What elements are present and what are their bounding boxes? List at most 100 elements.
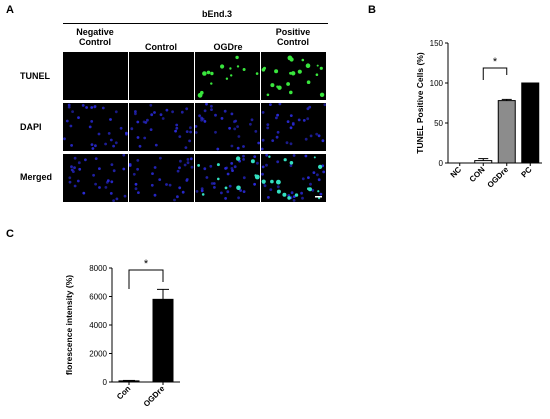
nucleus-dot [92, 173, 95, 177]
nucleus-dot [210, 104, 213, 108]
tunel-dot [242, 68, 246, 71]
nucleus-dot [242, 154, 245, 158]
nucleus-dot [123, 194, 127, 198]
nucleus-dot [105, 181, 109, 184]
nucleus-dot [112, 199, 115, 202]
micrograph-dapi-control [129, 103, 194, 151]
column-header-ogdre: OGDre [213, 42, 243, 52]
nucleus-dot [78, 167, 82, 171]
column-header-negative-control: Negative Control [76, 27, 114, 47]
nucleus-dot [200, 189, 204, 193]
bar-ogdre [152, 298, 174, 383]
tunel-dot [317, 190, 320, 193]
nucleus-dot [269, 103, 272, 106]
tunel-dot [305, 63, 311, 68]
tunel-dot [235, 156, 241, 161]
micrograph-tunel-ogdre [195, 52, 260, 100]
nucleus-dot [146, 118, 149, 122]
tunel-dot [318, 164, 323, 169]
nucleus-dot [317, 178, 321, 182]
tunel-dot [297, 69, 302, 74]
nucleus-dot [261, 165, 265, 169]
tunel-dot [286, 82, 290, 86]
nucleus-dot [134, 187, 138, 191]
column-header-control: Control [145, 42, 177, 52]
nucleus-dot [214, 130, 217, 134]
y-tick-label: 150 [430, 39, 444, 48]
tunel-dot [276, 179, 281, 185]
nucleus-dot [125, 132, 128, 136]
nucleus-dot [142, 120, 146, 124]
nucleus-dot [136, 167, 139, 171]
nucleus-dot [183, 163, 187, 167]
nucleus-dot [285, 141, 289, 145]
y-tick-label: 6000 [89, 293, 107, 302]
nucleus-dot [265, 154, 269, 157]
panel-b-letter: B [368, 4, 376, 16]
y-tick-label: 8000 [89, 264, 107, 273]
micrograph-tunel-control [129, 52, 194, 100]
nucleus-dot [104, 186, 108, 189]
tunel-dot [282, 192, 287, 197]
tunel-dot [319, 92, 325, 97]
y-tick-label: 100 [430, 79, 444, 88]
nucleus-dot [94, 182, 97, 186]
nucleus-dot [132, 172, 136, 176]
nucleus-dot [189, 126, 192, 130]
nucleus-dot [228, 184, 232, 188]
nucleus-dot [104, 142, 107, 146]
nucleus-dot [242, 145, 245, 148]
y-tick-label: 0 [439, 159, 444, 168]
nucleus-dot [289, 164, 293, 167]
nucleus-dot [73, 184, 77, 188]
nucleus-dot [81, 104, 85, 107]
nucleus-dot [134, 182, 138, 186]
nucleus-dot [161, 117, 165, 120]
nucleus-dot [216, 147, 220, 151]
nucleus-dot [178, 166, 181, 170]
nucleus-dot [319, 192, 323, 196]
nucleus-dot [174, 129, 177, 133]
nucleus-dot [292, 199, 296, 202]
y-tick-label: 50 [434, 119, 443, 128]
nucleus-dot [67, 103, 71, 107]
cell-line-label: bEnd.3 [202, 9, 233, 19]
nucleus-dot [150, 183, 154, 187]
nucleus-dot [289, 114, 293, 117]
nucleus-dot [230, 144, 234, 148]
tunel-dot [197, 164, 200, 167]
nucleus-dot [304, 154, 308, 158]
nucleus-dot [90, 120, 94, 123]
nucleus-dot [136, 159, 140, 162]
nucleus-dot [220, 117, 224, 120]
nucleus-dot [267, 196, 270, 199]
y-tick-label: 2000 [89, 350, 107, 359]
tunel-dot [261, 68, 266, 72]
nucleus-dot [263, 184, 267, 188]
nucleus-dot [154, 143, 158, 147]
nucleus-dot [134, 110, 137, 113]
micrograph-dapi-positive-control [261, 103, 326, 151]
significance-marker: * [493, 56, 498, 68]
nucleus-dot [321, 139, 325, 143]
tunel-dot [301, 58, 305, 62]
nucleus-dot [186, 158, 190, 161]
column-header-positive-control: Positive Control [275, 27, 311, 47]
nucleus-dot [137, 191, 140, 194]
nucleus-dot [210, 182, 214, 185]
nucleus-dot [73, 156, 77, 160]
nucleus-dot [242, 190, 246, 193]
nucleus-dot [171, 110, 174, 114]
nucleus-dot [276, 160, 280, 164]
microscopy-figure: bEnd.3 Negative Control Control OGDre Po… [0, 0, 360, 210]
tunel-dot [276, 189, 281, 194]
nucleus-dot [109, 138, 113, 142]
nucleus-dot [212, 182, 216, 185]
tunel-dot [250, 159, 255, 164]
bar-ogdre [497, 100, 516, 164]
tunel-dot [216, 163, 220, 167]
nucleus-dot [165, 183, 168, 186]
nucleus-dot [189, 157, 193, 161]
tunel-dot [307, 187, 310, 190]
nucleus-dot [278, 103, 282, 106]
